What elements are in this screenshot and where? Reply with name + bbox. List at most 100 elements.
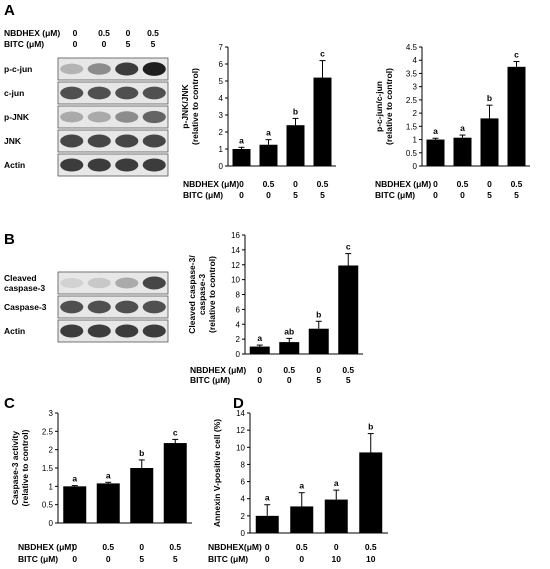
blot-band xyxy=(60,158,84,172)
condition-value: 0 xyxy=(287,375,292,385)
condition-value: 0 xyxy=(265,542,270,552)
bar xyxy=(426,139,445,166)
blot-strip xyxy=(57,81,169,105)
significance-label: a xyxy=(460,123,465,133)
condition-label-nbdhex-m: NBDHEX(μM) xyxy=(208,542,262,552)
y-axis-label: p-c-jun/c-jun xyxy=(374,81,384,132)
condition-value: 0.5 xyxy=(263,179,275,189)
significance-label: a xyxy=(266,128,271,138)
y-tick-label: 2 xyxy=(49,446,54,455)
chart-annexin-v: 0 2 4 6 8 10 12 14 Annexin V-positive cell (%) a a… xyxy=(208,409,388,564)
blot-a-cond-label-nbdhex: NBDHEX (μM) xyxy=(4,28,60,38)
bar xyxy=(507,66,526,166)
blot-band xyxy=(60,134,84,148)
blot-band xyxy=(142,276,166,290)
y-tick-label: 12 xyxy=(231,261,240,270)
y-axis-label: Annexin V-positive cell (%) xyxy=(212,419,222,527)
chart-cleaved-caspase-3: 0 2 4 6 8 10 12 14 16 Cleaved caspase-3/caspase-3… xyxy=(187,231,363,385)
condition-value: 0.5 xyxy=(296,542,308,552)
blot-row-p-jnk: p-JNK xyxy=(4,105,169,129)
y-tick-label: 0 xyxy=(241,529,246,538)
condition-value: 5 xyxy=(346,375,351,385)
blot-band xyxy=(142,300,166,314)
y-tick-label: 4 xyxy=(413,56,418,65)
blot-label: p-JNK xyxy=(4,112,30,122)
y-tick-label: 2 xyxy=(241,512,246,521)
blot-a-cond-value: 0 xyxy=(126,28,131,38)
y-axis-label: (relative to control) xyxy=(384,68,394,145)
condition-value: 0.5 xyxy=(169,542,181,552)
blot-band xyxy=(115,324,139,338)
condition-label-bitc-m: BITC (μM) xyxy=(183,190,223,200)
chart-p-c-jun-c-jun: 00.511.522.533.544.5p-c-jun/c-jun (relati… xyxy=(374,43,530,200)
blot-band xyxy=(115,134,139,148)
y-tick-label: 0.5 xyxy=(406,149,418,158)
condition-value: 0.5 xyxy=(511,179,523,189)
y-axis-label: p-JNK/JNK xyxy=(180,83,190,128)
condition-value: 0 xyxy=(257,375,262,385)
blot-band xyxy=(60,63,84,75)
y-tick-label: 12 xyxy=(236,426,245,435)
y-tick-label: 2 xyxy=(413,109,418,118)
blot-band xyxy=(142,134,166,148)
y-tick-label: 1 xyxy=(413,136,418,145)
condition-value: 5 xyxy=(487,190,492,200)
blot-band xyxy=(142,86,166,100)
blot-label: Actin xyxy=(4,160,25,170)
condition-label-bitc-m: BITC (μM) xyxy=(190,375,230,385)
y-tick-label: 2 xyxy=(236,335,241,344)
blot-band xyxy=(142,110,166,124)
y-tick-label: 14 xyxy=(231,246,240,255)
condition-value: 0.5 xyxy=(365,542,377,552)
bar xyxy=(163,443,187,523)
condition-value: 0 xyxy=(460,190,465,200)
blot-strip xyxy=(57,105,169,129)
condition-value: 5 xyxy=(139,554,144,564)
bar xyxy=(259,144,278,166)
blot-band xyxy=(60,277,84,289)
blot-band xyxy=(60,111,84,123)
panel-letter-d: D xyxy=(233,395,244,412)
blot-strip xyxy=(57,271,169,295)
blot-band xyxy=(115,300,139,314)
significance-label: c xyxy=(173,427,178,437)
blot-a-cond-value: 0.5 xyxy=(98,28,110,38)
y-tick-label: 3 xyxy=(413,83,418,92)
blot-a-cond-value: 0.5 xyxy=(147,28,159,38)
bar xyxy=(453,137,472,166)
y-tick-label: 0 xyxy=(49,519,54,528)
blot-band xyxy=(115,86,139,100)
condition-value: 5 xyxy=(293,190,298,200)
blot-label: Cleaved xyxy=(4,273,37,283)
y-tick-label: 3 xyxy=(219,111,224,120)
blot-row-actin: Actin xyxy=(4,153,169,177)
significance-label: a xyxy=(334,478,339,488)
blot-strip xyxy=(57,319,169,343)
blot-band xyxy=(87,63,111,75)
bar xyxy=(324,499,348,533)
significance-label: a xyxy=(257,333,262,343)
condition-value: 0 xyxy=(487,179,492,189)
condition-label-nbdhex-m: NBDHEX (μM) xyxy=(375,179,431,189)
significance-label: a xyxy=(106,470,111,480)
y-tick-label: 0.5 xyxy=(42,501,54,510)
panel-letter-c: C xyxy=(4,395,15,412)
y-tick-label: 2.5 xyxy=(42,427,54,436)
condition-value: 10 xyxy=(332,554,342,564)
condition-value: 0.5 xyxy=(317,179,329,189)
significance-label: a xyxy=(265,493,270,503)
blot-a: p-c-jun c-jun p-JNK JNK Actin xyxy=(4,57,169,177)
blot-band xyxy=(87,111,111,123)
condition-label-nbdhex-m: NBDHEX (μM) xyxy=(18,542,74,552)
condition-label-nbdhex-m: NBDHEX (μM) xyxy=(190,365,246,375)
blot-label: Actin xyxy=(4,326,25,336)
bar xyxy=(308,328,329,354)
blot-row-c-jun: c-jun xyxy=(4,81,169,105)
significance-label: a xyxy=(239,135,244,145)
y-tick-label: 6 xyxy=(219,60,224,69)
blot-band xyxy=(87,277,111,289)
condition-value: 0 xyxy=(72,554,77,564)
bar xyxy=(63,486,87,523)
blot-a-cond-value: 5 xyxy=(151,39,156,49)
significance-label: a xyxy=(72,474,77,484)
